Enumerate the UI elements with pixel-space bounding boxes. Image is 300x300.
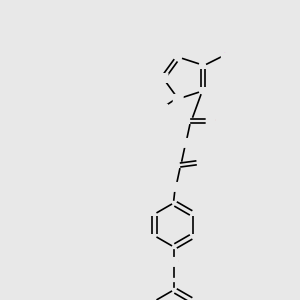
Text: NH: NH	[176, 138, 191, 148]
Text: N: N	[174, 94, 182, 104]
FancyBboxPatch shape	[206, 116, 216, 126]
FancyBboxPatch shape	[169, 257, 179, 267]
Text: N: N	[174, 94, 182, 104]
FancyBboxPatch shape	[175, 138, 193, 148]
Text: O: O	[169, 257, 178, 267]
Text: CH₃: CH₃	[149, 104, 165, 113]
Text: S: S	[200, 158, 207, 168]
Text: NH: NH	[176, 138, 191, 148]
Text: NH: NH	[167, 182, 181, 192]
Text: N: N	[159, 73, 167, 83]
Text: CH₃: CH₃	[149, 104, 165, 113]
Text: S: S	[200, 158, 207, 168]
FancyBboxPatch shape	[165, 182, 183, 192]
FancyBboxPatch shape	[173, 94, 184, 104]
Text: O: O	[206, 116, 215, 126]
Text: NH: NH	[167, 182, 181, 192]
Text: I: I	[223, 52, 226, 62]
FancyBboxPatch shape	[199, 158, 209, 168]
FancyBboxPatch shape	[146, 104, 168, 114]
Text: O: O	[206, 116, 215, 126]
Text: N: N	[159, 73, 167, 83]
FancyBboxPatch shape	[221, 52, 229, 62]
FancyBboxPatch shape	[158, 73, 169, 83]
Text: I: I	[223, 52, 226, 62]
Text: O: O	[169, 257, 178, 267]
